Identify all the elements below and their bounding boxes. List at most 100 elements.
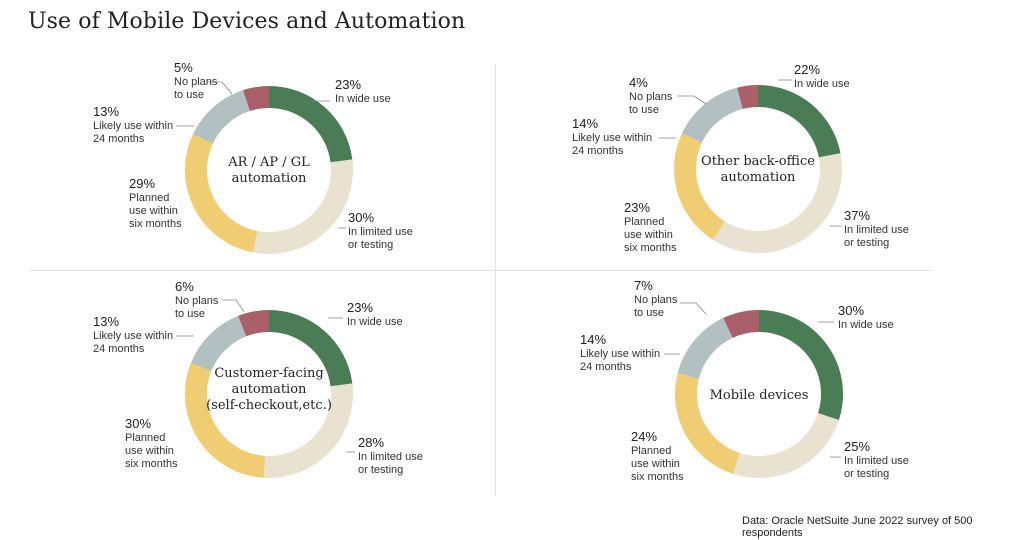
slice-label-wide: In wide use: [347, 316, 403, 328]
chart-center-label: automation: [232, 171, 307, 186]
slice-percent-limited: 30%: [348, 210, 374, 225]
slice-label-noplans: No plans: [174, 76, 218, 88]
slice-label-likely: Likely use within: [93, 120, 173, 132]
slice-label-limited: In limited use: [358, 451, 423, 463]
slice-label-likely: 24 months: [93, 343, 145, 355]
donut-slice-planned: [675, 373, 740, 474]
slice-label-likely: Likely use within: [572, 132, 652, 144]
slice-percent-wide: 22%: [794, 62, 820, 77]
leader-line-noplans: [680, 302, 707, 315]
slice-label-planned: use within: [125, 445, 174, 457]
chart-center-label: AR / AP / GL: [227, 155, 310, 170]
slice-percent-noplans: 4%: [629, 75, 648, 90]
slice-percent-limited: 37%: [844, 208, 870, 223]
donut-slice-noplans: [723, 310, 759, 338]
slice-percent-limited: 25%: [844, 439, 870, 454]
slice-label-noplans: No plans: [175, 295, 219, 307]
donut-slice-likely: [192, 90, 250, 144]
page-title: Use of Mobile Devices and Automation: [28, 9, 466, 34]
slice-label-wide: In wide use: [794, 78, 850, 90]
donut-slice-wide: [269, 86, 353, 163]
chart-center-label: automation: [721, 170, 796, 185]
slice-label-limited: or testing: [358, 464, 403, 476]
donut-slice-likely: [190, 315, 247, 372]
slice-percent-planned: 23%: [624, 200, 650, 215]
slice-label-noplans: No plans: [629, 91, 673, 103]
slice-label-noplans: No plans: [634, 294, 678, 306]
slice-label-planned: six months: [129, 218, 182, 230]
slice-label-noplans: to use: [174, 89, 204, 101]
chart-center-label: Mobile devices: [710, 388, 809, 403]
chart-center-label: Customer-facing: [214, 366, 323, 381]
donut-slice-limited: [253, 159, 354, 254]
slice-label-limited: In limited use: [844, 455, 909, 467]
chart-center-label: (self-checkout,etc.): [206, 398, 332, 413]
slice-percent-wide: 23%: [335, 77, 361, 92]
donut-slice-planned: [184, 134, 258, 253]
donut-slice-wide: [269, 310, 353, 387]
slice-label-planned: Planned: [125, 432, 165, 444]
slice-label-planned: six months: [125, 458, 178, 470]
slice-percent-noplans: 5%: [174, 60, 193, 75]
leader-line-noplans: [222, 299, 245, 313]
slice-label-planned: use within: [129, 205, 178, 217]
slice-percent-limited: 28%: [358, 435, 384, 450]
slice-percent-planned: 30%: [125, 416, 151, 431]
slice-label-limited: In limited use: [348, 226, 413, 238]
donut-slice-likely: [681, 87, 743, 143]
donut-slice-wide: [758, 84, 841, 158]
slice-label-likely: 24 months: [572, 145, 624, 157]
slice-label-noplans: to use: [634, 307, 664, 319]
donut-slice-noplans: [737, 85, 758, 109]
donut-slice-limited: [263, 383, 354, 479]
slice-label-likely: Likely use within: [580, 348, 660, 360]
slice-label-planned: Planned: [624, 216, 664, 228]
slice-percent-wide: 30%: [838, 303, 864, 318]
donut-slice-planned: [185, 363, 266, 478]
donut-slice-noplans: [243, 86, 269, 112]
slice-percent-planned: 29%: [129, 176, 155, 191]
source-note: Data: Oracle NetSuite June 2022 survey o…: [742, 515, 973, 539]
donut-slice-limited: [733, 413, 839, 478]
donut-slice-limited: [712, 153, 842, 254]
donut-slice-likely: [677, 317, 733, 379]
slice-percent-wide: 23%: [347, 300, 373, 315]
donut-slice-noplans: [238, 310, 269, 337]
slice-percent-likely: 13%: [93, 104, 119, 119]
slice-label-planned: Planned: [631, 445, 671, 457]
slice-percent-likely: 14%: [580, 332, 606, 347]
donut-slice-planned: [673, 133, 725, 240]
slice-label-planned: Planned: [129, 192, 169, 204]
leader-line-noplans: [207, 81, 233, 95]
slice-label-likely: 24 months: [93, 133, 145, 145]
slice-label-noplans: to use: [175, 308, 205, 320]
slice-label-planned: use within: [624, 229, 673, 241]
slice-label-planned: six months: [624, 242, 677, 254]
slice-label-planned: six months: [631, 471, 684, 483]
slice-percent-planned: 24%: [631, 429, 657, 444]
slice-percent-likely: 13%: [93, 314, 119, 329]
chart-center-label: automation: [232, 382, 307, 397]
slice-label-likely: 24 months: [580, 361, 632, 373]
leader-line-noplans: [677, 95, 707, 105]
slice-percent-noplans: 6%: [175, 279, 194, 294]
donut-slice-wide: [758, 310, 843, 420]
slice-label-wide: In wide use: [838, 319, 894, 331]
slice-label-limited: or testing: [348, 239, 393, 251]
horizontal-divider: [30, 270, 932, 271]
slice-label-likely: Likely use within: [93, 330, 173, 342]
slice-label-planned: use within: [631, 458, 680, 470]
slice-label-limited: or testing: [844, 468, 889, 480]
slice-label-limited: or testing: [844, 237, 889, 249]
slice-label-wide: In wide use: [335, 93, 391, 105]
slice-percent-noplans: 7%: [634, 278, 653, 293]
chart-center-label: Other back-office: [701, 154, 815, 169]
vertical-divider: [495, 64, 496, 496]
slice-label-noplans: to use: [629, 104, 659, 116]
slice-percent-likely: 14%: [572, 116, 598, 131]
